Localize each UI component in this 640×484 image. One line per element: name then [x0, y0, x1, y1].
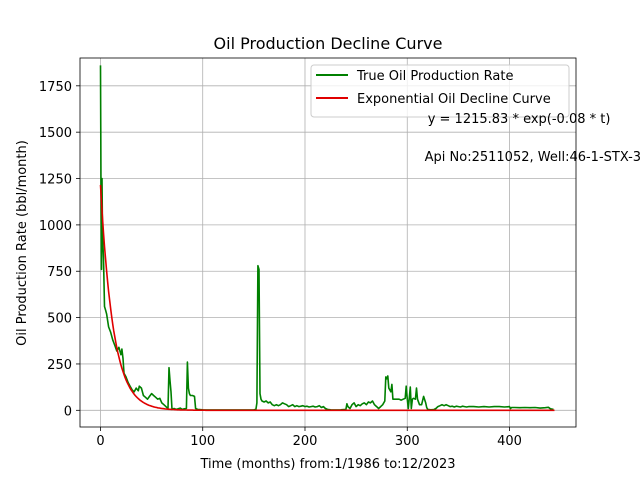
y-tick-label: 250 [47, 358, 72, 373]
y-tick-label: 1500 [39, 126, 72, 141]
y-tick-label: 750 [47, 265, 72, 280]
x-tick-label: 300 [395, 434, 420, 449]
well-info-annotation: Api No:2511052, Well:46-1-STX-34 [425, 150, 640, 165]
equation-annotation: y = 1215.83 * exp(-0.08 * t) [428, 112, 611, 127]
x-tick-label: 400 [497, 434, 522, 449]
legend: True Oil Production Rate Exponential Oil… [310, 64, 570, 118]
y-tick-label: 0 [64, 404, 72, 419]
y-tick-label: 1250 [39, 173, 72, 188]
plot-frame [79, 57, 577, 428]
series-exponential-decline-line [99, 184, 555, 412]
axis-ticks: 0 100 200 300 400 0 250 500 750 1000 1250 1500 1750 [39, 80, 522, 449]
legend-label-true-production: True Oil Production Rate [356, 69, 513, 84]
y-tick-label: 1000 [39, 219, 72, 234]
x-tick-label: 100 [190, 434, 215, 449]
legend-label-exponential-decline: Exponential Oil Decline Curve [357, 92, 551, 107]
x-tick-label: 200 [293, 434, 318, 449]
chart-title: Oil Production Decline Curve [214, 34, 443, 53]
legend-box [310, 64, 570, 118]
y-axis-label: Oil Production Rate (bbl/month) [15, 140, 30, 346]
series-true-production-line [99, 65, 554, 411]
series-layer [99, 65, 555, 412]
grid-lines [80, 58, 576, 427]
y-tick-label: 1750 [39, 80, 72, 95]
x-tick-label: 0 [96, 434, 104, 449]
x-axis-label: Time (months) from:1/1986 to:12/2023 [199, 457, 455, 472]
y-tick-label: 500 [47, 312, 72, 327]
